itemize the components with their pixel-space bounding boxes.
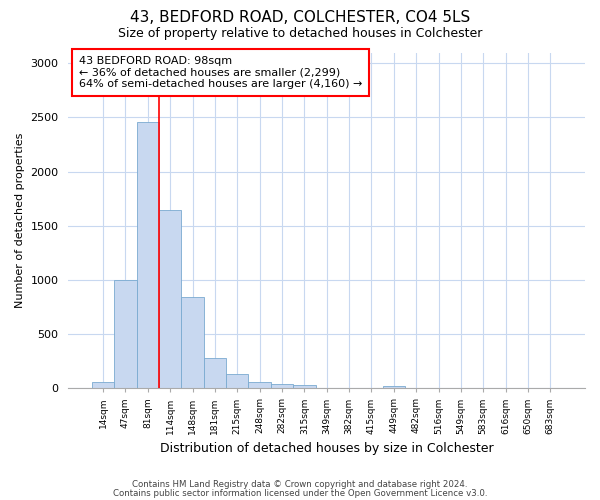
Bar: [114, 280, 137, 388]
Bar: [92, 382, 114, 388]
Bar: [293, 385, 316, 388]
Bar: [383, 386, 405, 388]
Text: Contains HM Land Registry data © Crown copyright and database right 2024.: Contains HM Land Registry data © Crown c…: [132, 480, 468, 489]
Bar: [271, 384, 293, 388]
X-axis label: Distribution of detached houses by size in Colchester: Distribution of detached houses by size …: [160, 442, 494, 455]
Bar: [159, 210, 181, 388]
Bar: [181, 298, 204, 388]
Text: Contains public sector information licensed under the Open Government Licence v3: Contains public sector information licen…: [113, 488, 487, 498]
Bar: [226, 374, 248, 388]
Text: 43, BEDFORD ROAD, COLCHESTER, CO4 5LS: 43, BEDFORD ROAD, COLCHESTER, CO4 5LS: [130, 10, 470, 25]
Text: Size of property relative to detached houses in Colchester: Size of property relative to detached ho…: [118, 28, 482, 40]
Y-axis label: Number of detached properties: Number of detached properties: [15, 132, 25, 308]
Bar: [204, 358, 226, 388]
Bar: [248, 382, 271, 388]
Text: 43 BEDFORD ROAD: 98sqm
← 36% of detached houses are smaller (2,299)
64% of semi-: 43 BEDFORD ROAD: 98sqm ← 36% of detached…: [79, 56, 362, 89]
Bar: [137, 122, 159, 388]
